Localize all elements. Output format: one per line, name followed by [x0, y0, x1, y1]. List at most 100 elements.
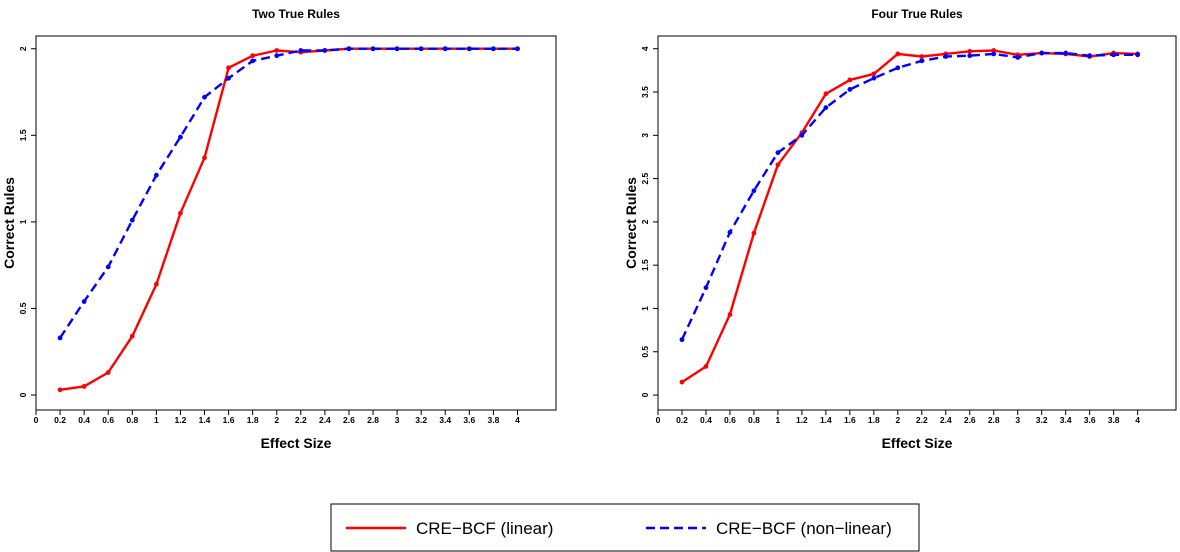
data-point: [105, 264, 111, 270]
x-tick-label: 2.8: [367, 415, 379, 425]
data-point: [1111, 52, 1117, 58]
y-tick-label: 2: [18, 46, 28, 51]
data-point: [727, 312, 733, 317]
y-tick-label: 0.5: [18, 302, 28, 314]
x-tick-label: 2.2: [295, 415, 307, 425]
data-point: [871, 75, 877, 81]
x-tick-label: 0.4: [78, 415, 90, 425]
x-axis-label: Effect Size: [882, 435, 953, 451]
data-point: [727, 229, 733, 235]
data-point: [1039, 50, 1045, 56]
plot-frame: [657, 35, 1177, 411]
data-point: [515, 46, 520, 52]
data-point: [105, 370, 111, 375]
x-tick-label: 2.4: [940, 415, 952, 425]
data-point: [250, 53, 256, 59]
y-tick-label: 0.5: [640, 346, 650, 358]
x-tick-label: 3.8: [1108, 415, 1120, 425]
x-tick-label: 3.8: [487, 415, 499, 425]
data-point: [823, 91, 829, 97]
x-tick-label: 4: [515, 415, 520, 425]
x-tick-label: 0: [656, 415, 661, 425]
x-tick-label: 1.2: [796, 415, 808, 425]
legend-label: CRE−BCF (linear): [416, 519, 553, 538]
data-point: [847, 77, 853, 83]
x-tick-label: 1: [776, 415, 781, 425]
x-tick-label: 1.4: [820, 415, 832, 425]
data-point: [775, 150, 781, 156]
data-point: [703, 364, 709, 369]
data-point: [202, 155, 207, 161]
data-point: [775, 162, 781, 168]
x-tick-label: 0.2: [676, 415, 688, 425]
data-point: [274, 48, 280, 53]
x-tick-label: 1.6: [223, 415, 235, 425]
x-tick-label: 2: [274, 415, 279, 425]
data-point: [943, 54, 949, 59]
x-tick-label: 1.4: [199, 415, 211, 425]
x-tick-label: 2.6: [343, 415, 355, 425]
x-tick-label: 0.4: [700, 415, 712, 425]
data-point: [991, 48, 997, 53]
data-point: [823, 105, 829, 111]
x-tick-label: 1: [154, 415, 159, 425]
x-tick-label: 4: [1135, 415, 1140, 425]
x-tick-label: 3.6: [463, 415, 475, 425]
y-tick-label: 4: [640, 46, 650, 51]
y-tick-label: 0: [640, 392, 650, 397]
x-tick-label: 2.8: [988, 415, 1000, 425]
y-axis-label: Correct Rules: [623, 177, 639, 269]
series-line-non-linear: [59, 47, 518, 339]
x-tick-label: 2: [895, 415, 900, 425]
data-point: [967, 48, 973, 54]
x-tick-label: 3.2: [415, 415, 427, 425]
data-point: [153, 172, 159, 178]
data-point: [1063, 50, 1069, 56]
y-tick-label: 1.5: [18, 129, 28, 141]
data-point: [178, 210, 183, 216]
data-point: [919, 54, 925, 59]
x-tick-label: 0.8: [126, 415, 138, 425]
legend-label: CRE−BCF (non−linear): [716, 519, 892, 538]
data-point: [751, 230, 757, 236]
x-tick-label: 0.8: [748, 415, 760, 425]
data-point: [322, 48, 328, 53]
x-tick-label: 1.2: [175, 415, 187, 425]
chart-title: Two True Rules: [252, 7, 340, 21]
plot-frame: [35, 35, 557, 411]
data-point: [57, 387, 63, 393]
data-point: [1135, 52, 1141, 58]
y-tick-label: 1: [18, 219, 28, 224]
data-point: [129, 217, 135, 223]
series-line-linear: [681, 49, 1138, 384]
x-tick-label: 2.6: [964, 415, 976, 425]
chart-title: Four True Rules: [871, 7, 963, 21]
x-axis-label: Effect Size: [261, 435, 332, 451]
data-point: [370, 46, 376, 52]
y-tick-label: 1: [640, 306, 650, 311]
data-point: [991, 51, 997, 57]
data-point: [466, 46, 472, 52]
data-point: [346, 46, 352, 52]
data-point: [442, 46, 448, 52]
x-tick-label: 3.4: [1060, 415, 1072, 425]
x-tick-label: 0.6: [724, 415, 736, 425]
series-line-linear: [59, 47, 518, 391]
data-point: [178, 134, 183, 140]
chart-two-true-rules: Two True Rules 0 0.2 0.4 0.6 0.8 1 1.2 1.4 1.6 1.8…: [1, 7, 557, 451]
x-tick-label: 2.4: [319, 415, 331, 425]
x-tick-label: 3.4: [439, 415, 451, 425]
y-tick-label: 2.5: [640, 172, 650, 184]
data-point: [274, 53, 280, 59]
data-point: [226, 65, 231, 71]
x-tick-label: 2.2: [916, 415, 928, 425]
x-tick-label: 0.2: [54, 415, 66, 425]
data-point: [679, 337, 685, 343]
data-point: [81, 299, 87, 304]
data-point: [967, 53, 973, 59]
data-point: [298, 48, 304, 53]
x-tick-label: 1.8: [247, 415, 259, 425]
data-point: [895, 51, 901, 57]
series-line-non-linear: [680, 51, 1138, 341]
data-point: [1015, 55, 1021, 60]
